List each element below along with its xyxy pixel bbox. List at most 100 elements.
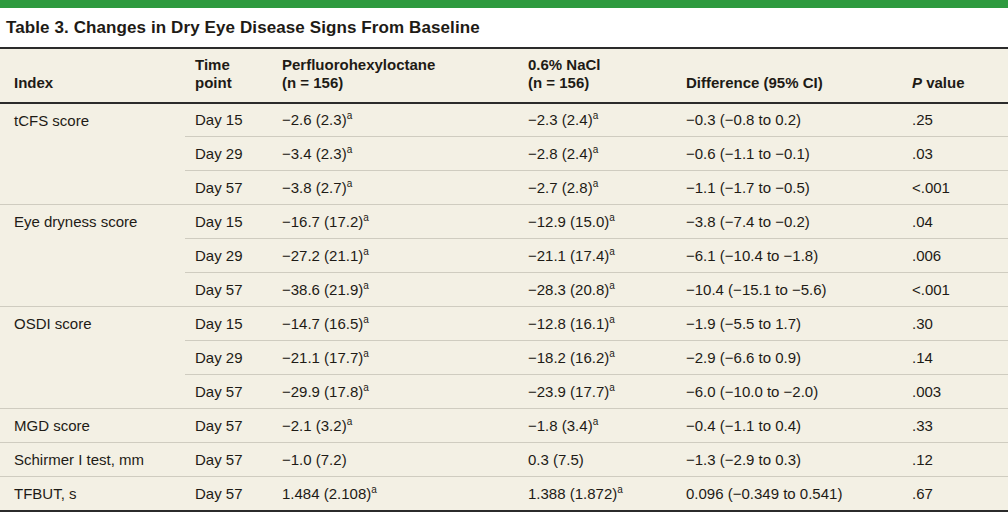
perfluorohexyloctane-cell: −14.7 (16.5)a	[272, 307, 518, 341]
difference-cell: −6.0 (−10.0 to −2.0)	[676, 375, 902, 409]
time-point-cell: Day 57	[185, 443, 272, 477]
footnote-marker: a	[609, 382, 615, 393]
column-header-time-line1: Time	[195, 56, 264, 74]
footnote-marker: a	[371, 484, 377, 495]
footnote-marker: a	[347, 416, 353, 427]
dry-eye-signs-table: Index Time point Perfluorohexyloctane (n…	[0, 49, 1008, 512]
footnote-marker: a	[609, 314, 615, 325]
p-value-cell: .003	[902, 375, 1008, 409]
table-group: tCFS scoreDay 15−2.6 (2.3)a−2.3 (2.4)a−0…	[0, 103, 1008, 205]
column-header-index-label: Index	[14, 74, 53, 91]
time-point-cell: Day 15	[185, 205, 272, 239]
index-cell: MGD score	[0, 409, 185, 443]
footnote-marker: a	[363, 212, 369, 223]
table-row: OSDI scoreDay 15−14.7 (16.5)a−12.8 (16.1…	[0, 307, 1008, 341]
footnote-marker: a	[593, 416, 599, 427]
difference-cell: −1.1 (−1.7 to −0.5)	[676, 171, 902, 205]
difference-cell: −1.3 (−2.9 to 0.3)	[676, 443, 902, 477]
footnote-marker: a	[609, 280, 615, 291]
footnote-marker: a	[617, 484, 623, 495]
time-point-cell: Day 57	[185, 409, 272, 443]
footnote-marker: a	[347, 178, 353, 189]
footnote-marker: a	[593, 178, 599, 189]
p-value-italic-p: P	[912, 74, 922, 91]
column-header-pfho-line2: (n = 156)	[282, 74, 510, 92]
perfluorohexyloctane-cell: −21.1 (17.7)a	[272, 341, 518, 375]
perfluorohexyloctane-cell: −2.1 (3.2)a	[272, 409, 518, 443]
p-value-cell: .006	[902, 239, 1008, 273]
nacl-cell: −2.3 (2.4)a	[518, 103, 676, 137]
difference-cell: −6.1 (−10.4 to −1.8)	[676, 239, 902, 273]
index-cell: tCFS score	[0, 103, 185, 205]
table-group: MGD scoreDay 57−2.1 (3.2)a−1.8 (3.4)a−0.…	[0, 409, 1008, 443]
column-header-nacl-line1: 0.6% NaCl	[528, 56, 668, 74]
perfluorohexyloctane-cell: −38.6 (21.9)a	[272, 273, 518, 307]
column-header-time-point: Time point	[185, 49, 272, 103]
footnote-marker: a	[609, 348, 615, 359]
difference-cell: −1.9 (−5.5 to 1.7)	[676, 307, 902, 341]
column-header-difference-label: Difference (95% CI)	[686, 74, 823, 91]
nacl-cell: 0.3 (7.5)	[518, 443, 676, 477]
footnote-marker: a	[593, 110, 599, 121]
index-cell: Eye dryness score	[0, 205, 185, 307]
time-point-cell: Day 15	[185, 103, 272, 137]
index-cell: OSDI score	[0, 307, 185, 409]
table-row: Eye dryness scoreDay 15−16.7 (17.2)a−12.…	[0, 205, 1008, 239]
p-value-cell: .12	[902, 443, 1008, 477]
nacl-cell: −1.8 (3.4)a	[518, 409, 676, 443]
time-point-cell: Day 29	[185, 239, 272, 273]
table-row: tCFS scoreDay 15−2.6 (2.3)a−2.3 (2.4)a−0…	[0, 103, 1008, 137]
table-row: TFBUT, sDay 571.484 (2.108)a1.388 (1.872…	[0, 477, 1008, 512]
time-point-cell: Day 15	[185, 307, 272, 341]
perfluorohexyloctane-cell: 1.484 (2.108)a	[272, 477, 518, 512]
p-value-cell: <.001	[902, 273, 1008, 307]
nacl-cell: −12.8 (16.1)a	[518, 307, 676, 341]
index-cell: Schirmer I test, mm	[0, 443, 185, 477]
time-point-cell: Day 57	[185, 171, 272, 205]
perfluorohexyloctane-cell: −27.2 (21.1)a	[272, 239, 518, 273]
perfluorohexyloctane-cell: −3.8 (2.7)a	[272, 171, 518, 205]
difference-cell: −0.6 (−1.1 to −0.1)	[676, 137, 902, 171]
index-cell: TFBUT, s	[0, 477, 185, 512]
p-value-cell: .67	[902, 477, 1008, 512]
table-row: MGD scoreDay 57−2.1 (3.2)a−1.8 (3.4)a−0.…	[0, 409, 1008, 443]
column-header-time-line2: point	[195, 74, 264, 92]
p-value-cell: .03	[902, 137, 1008, 171]
column-header-index: Index	[0, 49, 185, 103]
table-group: TFBUT, sDay 571.484 (2.108)a1.388 (1.872…	[0, 477, 1008, 512]
p-value-cell: .04	[902, 205, 1008, 239]
difference-cell: −2.9 (−6.6 to 0.9)	[676, 341, 902, 375]
time-point-cell: Day 57	[185, 477, 272, 512]
footnote-marker: a	[609, 246, 615, 257]
table-row: Schirmer I test, mmDay 57−1.0 (7.2)0.3 (…	[0, 443, 1008, 477]
column-header-p-value: P value	[902, 49, 1008, 103]
nacl-cell: −28.3 (20.8)a	[518, 273, 676, 307]
footnote-marker: a	[363, 280, 369, 291]
difference-cell: 0.096 (−0.349 to 0.541)	[676, 477, 902, 512]
time-point-cell: Day 57	[185, 375, 272, 409]
nacl-cell: −21.1 (17.4)a	[518, 239, 676, 273]
header-row: Index Time point Perfluorohexyloctane (n…	[0, 49, 1008, 103]
footnote-marker: a	[347, 144, 353, 155]
difference-cell: −0.3 (−0.8 to 0.2)	[676, 103, 902, 137]
footnote-marker: a	[609, 212, 615, 223]
table-group: Schirmer I test, mmDay 57−1.0 (7.2)0.3 (…	[0, 443, 1008, 477]
table-group: Eye dryness scoreDay 15−16.7 (17.2)a−12.…	[0, 205, 1008, 307]
column-header-perfluorohexyloctane: Perfluorohexyloctane (n = 156)	[272, 49, 518, 103]
p-value-cell: .30	[902, 307, 1008, 341]
nacl-cell: −2.7 (2.8)a	[518, 171, 676, 205]
column-header-nacl-line2: (n = 156)	[528, 74, 668, 92]
nacl-cell: −18.2 (16.2)a	[518, 341, 676, 375]
difference-cell: −10.4 (−15.1 to −5.6)	[676, 273, 902, 307]
p-value-rest: value	[922, 74, 965, 91]
table-accent-bar	[0, 0, 1008, 8]
footnote-marker: a	[363, 314, 369, 325]
footnote-marker: a	[363, 246, 369, 257]
footnote-marker: a	[363, 382, 369, 393]
column-header-nacl: 0.6% NaCl (n = 156)	[518, 49, 676, 103]
p-value-cell: <.001	[902, 171, 1008, 205]
difference-cell: −3.8 (−7.4 to −0.2)	[676, 205, 902, 239]
perfluorohexyloctane-cell: −16.7 (17.2)a	[272, 205, 518, 239]
time-point-cell: Day 57	[185, 273, 272, 307]
perfluorohexyloctane-cell: −29.9 (17.8)a	[272, 375, 518, 409]
